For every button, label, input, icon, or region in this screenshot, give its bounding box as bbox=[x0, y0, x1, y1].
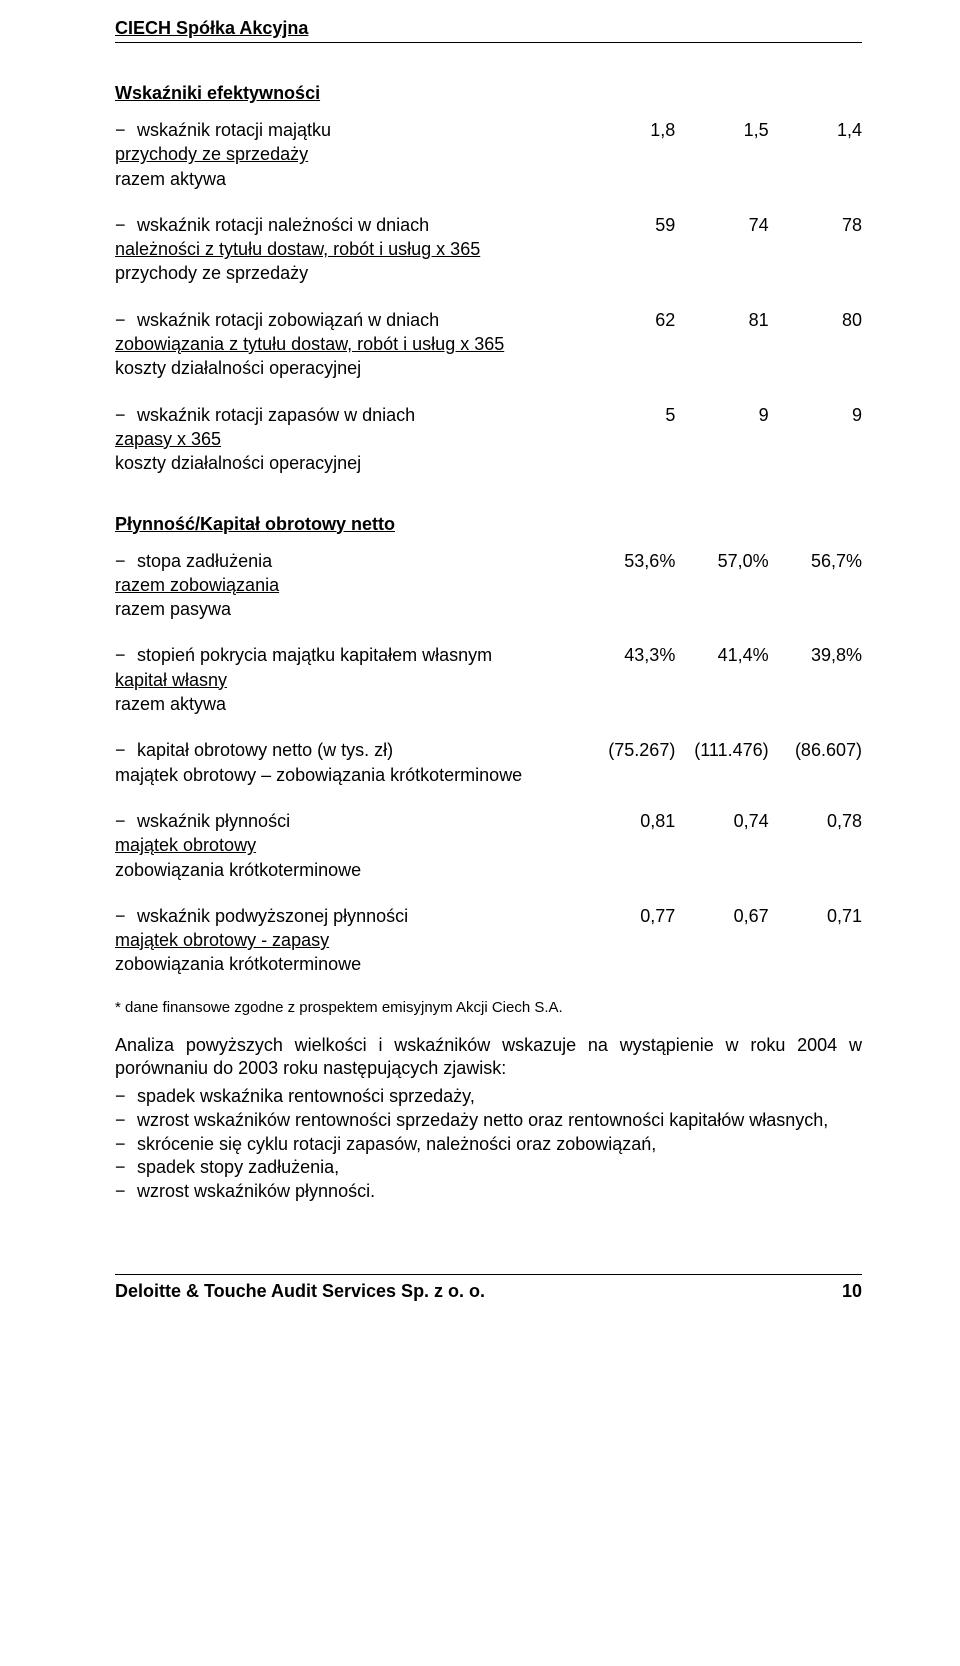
analysis-item: spadek stopy zadłużenia, bbox=[137, 1156, 862, 1180]
metric-block: − wskaźnik rotacji zapasów w dniach 5 9 … bbox=[115, 403, 862, 476]
metric-formula-numerator: zapasy x 365 bbox=[115, 427, 862, 451]
metric-value: 1,5 bbox=[675, 118, 768, 142]
metric-value: 59 bbox=[582, 213, 675, 237]
metric-block: − kapitał obrotowy netto (w tys. zł) (75… bbox=[115, 738, 862, 787]
metric-formula-denominator: razem aktywa bbox=[115, 692, 862, 716]
metric-formula-denominator: majątek obrotowy – zobowiązania krótkote… bbox=[115, 763, 862, 787]
metric-formula-numerator: należności z tytułu dostaw, robót i usłu… bbox=[115, 237, 862, 261]
metric-value: 81 bbox=[675, 308, 768, 332]
metric-value: 0,81 bbox=[582, 809, 675, 833]
metric-block: − stopień pokrycia majątku kapitałem wła… bbox=[115, 643, 862, 716]
analysis-item: wzrost wskaźników rentowności sprzedaży … bbox=[137, 1109, 862, 1133]
metric-value: 0,67 bbox=[675, 904, 768, 928]
dash-icon: − bbox=[115, 1180, 137, 1204]
metric-value: 0,71 bbox=[769, 904, 862, 928]
metric-value: 53,6% bbox=[582, 549, 675, 573]
metric-value: 41,4% bbox=[675, 643, 768, 667]
metric-value: 78 bbox=[769, 213, 862, 237]
metric-formula-numerator: majątek obrotowy bbox=[115, 833, 862, 857]
analysis-item: spadek wskaźnika rentowności sprzedaży, bbox=[137, 1085, 862, 1109]
metric-value: 9 bbox=[675, 403, 768, 427]
footnote: * dane finansowe zgodne z prospektem emi… bbox=[115, 999, 862, 1016]
metric-value: 0,74 bbox=[675, 809, 768, 833]
metric-value: 43,3% bbox=[582, 643, 675, 667]
metric-formula-numerator: razem zobowiązania bbox=[115, 573, 862, 597]
metric-name: wskaźnik rotacji należności w dniach bbox=[137, 213, 582, 237]
metric-value: 62 bbox=[582, 308, 675, 332]
footer-divider bbox=[115, 1274, 862, 1275]
metric-block: − wskaźnik podwyższonej płynności 0,77 0… bbox=[115, 904, 862, 977]
metric-formula-denominator: zobowiązania krótkoterminowe bbox=[115, 858, 862, 882]
metric-formula-numerator: kapitał własny bbox=[115, 668, 862, 692]
metric-value: 57,0% bbox=[675, 549, 768, 573]
section-efficiency-title: Wskaźniki efektywności bbox=[115, 83, 862, 104]
company-name: CIECH Spółka Akcyjna bbox=[115, 18, 862, 39]
metric-formula-denominator: razem aktywa bbox=[115, 167, 862, 191]
dash-icon: − bbox=[115, 118, 137, 142]
footer-company: Deloitte & Touche Audit Services Sp. z o… bbox=[115, 1281, 485, 1302]
dash-icon: − bbox=[115, 308, 137, 332]
dash-icon: − bbox=[115, 403, 137, 427]
dash-icon: − bbox=[115, 549, 137, 573]
analysis-intro: Analiza powyższych wielkości i wskaźnikó… bbox=[115, 1034, 862, 1082]
dash-icon: − bbox=[115, 1109, 137, 1133]
metric-formula-numerator: majątek obrotowy - zapasy bbox=[115, 928, 862, 952]
metric-name: wskaźnik rotacji majątku bbox=[137, 118, 582, 142]
dash-icon: − bbox=[115, 213, 137, 237]
metric-value: 56,7% bbox=[769, 549, 862, 573]
dash-icon: − bbox=[115, 1133, 137, 1157]
page-number: 10 bbox=[842, 1281, 862, 1302]
metric-value: 39,8% bbox=[769, 643, 862, 667]
metric-name: stopień pokrycia majątku kapitałem własn… bbox=[137, 643, 582, 667]
metric-name: wskaźnik rotacji zobowiązań w dniach bbox=[137, 308, 582, 332]
metric-name: kapitał obrotowy netto (w tys. zł) bbox=[137, 738, 582, 762]
dash-icon: − bbox=[115, 1085, 137, 1109]
metric-value: (86.607) bbox=[769, 738, 862, 762]
dash-icon: − bbox=[115, 643, 137, 667]
metric-value: 9 bbox=[769, 403, 862, 427]
metric-value: (111.476) bbox=[675, 738, 768, 762]
metric-formula-denominator: razem pasywa bbox=[115, 597, 862, 621]
metric-value: 80 bbox=[769, 308, 862, 332]
metric-block: − wskaźnik rotacji majątku 1,8 1,5 1,4 p… bbox=[115, 118, 862, 191]
metric-formula-numerator: zobowiązania z tytułu dostaw, robót i us… bbox=[115, 332, 862, 356]
metric-formula-denominator: koszty działalności operacyjnej bbox=[115, 356, 862, 380]
metric-name: stopa zadłużenia bbox=[137, 549, 582, 573]
metric-formula-denominator: koszty działalności operacyjnej bbox=[115, 451, 862, 475]
metric-value: 1,8 bbox=[582, 118, 675, 142]
metric-value: 0,77 bbox=[582, 904, 675, 928]
metric-name: wskaźnik rotacji zapasów w dniach bbox=[137, 403, 582, 427]
analysis-item: skrócenie się cyklu rotacji zapasów, nal… bbox=[137, 1133, 862, 1157]
dash-icon: − bbox=[115, 809, 137, 833]
dash-icon: − bbox=[115, 1156, 137, 1180]
metric-formula-denominator: przychody ze sprzedaży bbox=[115, 261, 862, 285]
metric-block: − wskaźnik rotacji zobowiązań w dniach 6… bbox=[115, 308, 862, 381]
section-liquidity-title: Płynność/Kapitał obrotowy netto bbox=[115, 514, 862, 535]
metric-name: wskaźnik płynności bbox=[137, 809, 582, 833]
dash-icon: − bbox=[115, 738, 137, 762]
metric-value: 0,78 bbox=[769, 809, 862, 833]
metric-block: − wskaźnik rotacji należności w dniach 5… bbox=[115, 213, 862, 286]
analysis-item: wzrost wskaźników płynności. bbox=[137, 1180, 862, 1204]
metric-value: (75.267) bbox=[582, 738, 675, 762]
metric-block: − stopa zadłużenia 53,6% 57,0% 56,7% raz… bbox=[115, 549, 862, 622]
metric-formula-denominator: zobowiązania krótkoterminowe bbox=[115, 952, 862, 976]
dash-icon: − bbox=[115, 904, 137, 928]
analysis-list: −spadek wskaźnika rentowności sprzedaży,… bbox=[115, 1085, 862, 1204]
metric-formula-numerator: przychody ze sprzedaży bbox=[115, 142, 862, 166]
metric-value: 74 bbox=[675, 213, 768, 237]
metric-block: − wskaźnik płynności 0,81 0,74 0,78 mają… bbox=[115, 809, 862, 882]
metric-value: 5 bbox=[582, 403, 675, 427]
metric-value: 1,4 bbox=[769, 118, 862, 142]
header-divider bbox=[115, 42, 862, 43]
metric-name: wskaźnik podwyższonej płynności bbox=[137, 904, 582, 928]
